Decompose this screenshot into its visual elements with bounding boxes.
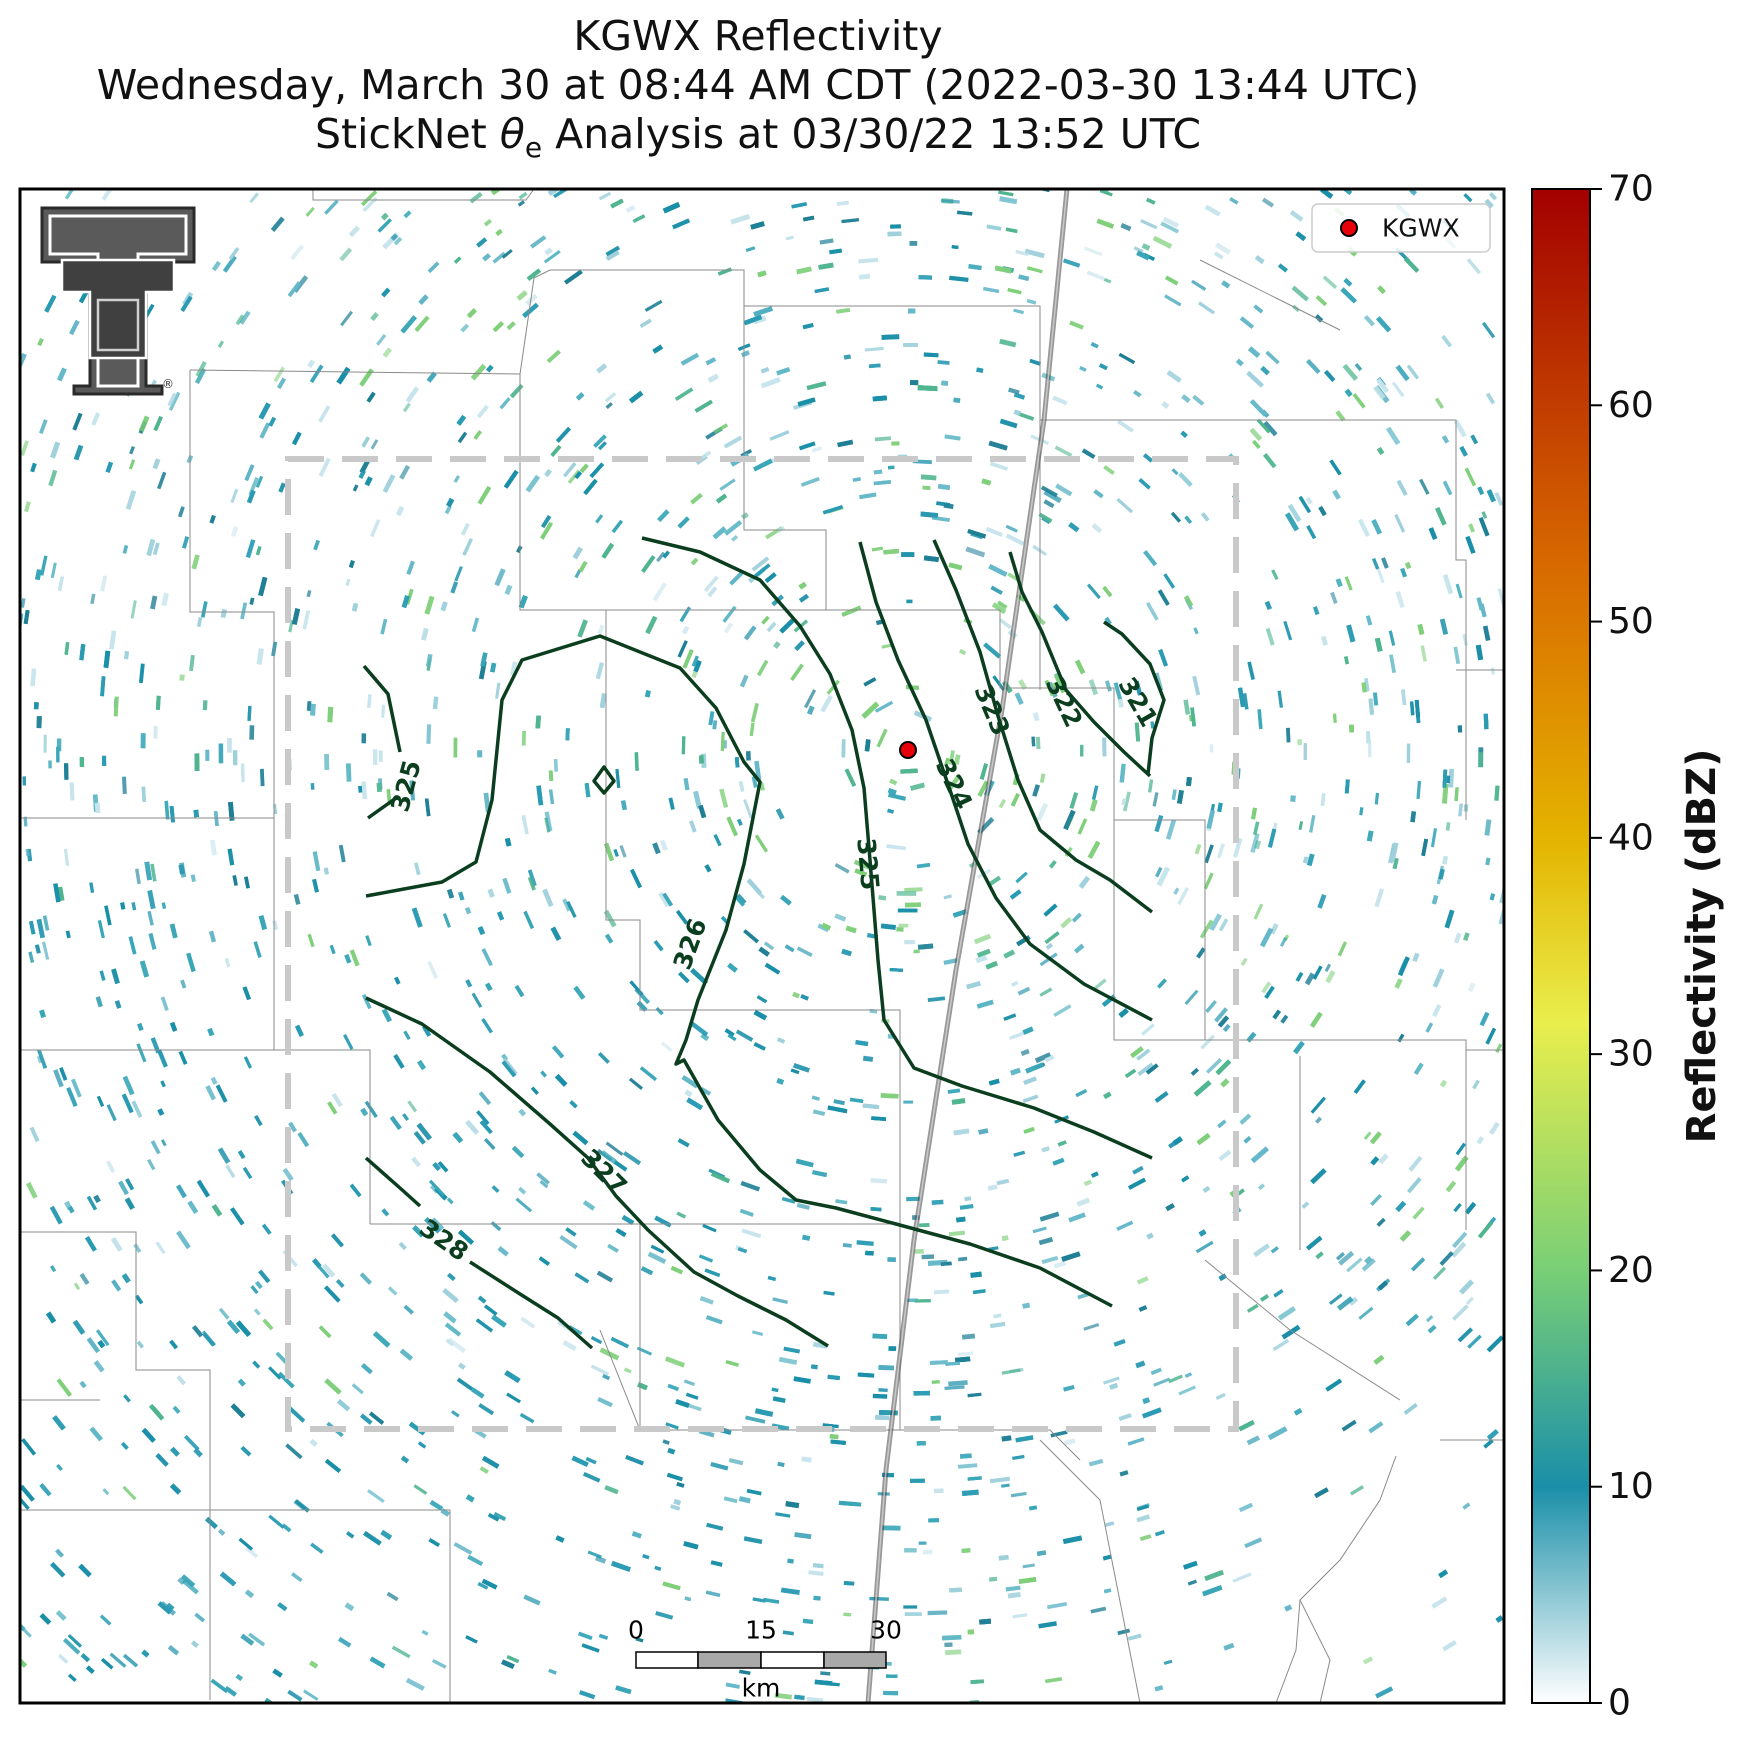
theta-e-contours (362, 536, 1166, 1350)
contour-326 (365, 634, 1113, 1308)
colorbar-tick-label: 30 (1608, 1034, 1654, 1075)
contour-324 (858, 541, 1153, 1022)
county-boundaries (20, 189, 1504, 1703)
title-line-1: KGWX Reflectivity (573, 12, 943, 60)
contour-327 (365, 996, 829, 1348)
map-panel[interactable]: 321 322 323 324 325 325 326 327 328 ® KG… (16, 183, 1507, 1706)
colorbar-tick-label: 10 (1608, 1466, 1654, 1507)
reflectivity-echoes (20, 189, 1504, 1703)
colorbar: 0 10 20 30 40 50 60 70 Reflectivity (dBZ) (1531, 169, 1725, 1724)
legend: KGWX (1311, 203, 1491, 253)
colorbar-tick-label: 60 (1608, 385, 1654, 426)
contour-321 (1103, 620, 1166, 775)
map-frame (18, 187, 1506, 1705)
colorbar-tick-label: 20 (1608, 1250, 1654, 1291)
contour-325-east (641, 536, 1153, 1160)
scale-unit: km (742, 1674, 781, 1703)
title-line-2: Wednesday, March 30 at 08:44 AM CDT (202… (96, 61, 1420, 109)
contour-325-wlow (366, 796, 398, 820)
map-title: KGWX Reflectivity Wednesday, March 30 at… (0, 12, 1516, 172)
scale-tick-label: 30 (870, 1616, 902, 1645)
analysis-domain-box (285, 456, 1239, 1432)
contour-323 (932, 539, 1154, 914)
texas-tech-logo: ® (40, 206, 196, 396)
colorbar-tick-label: 70 (1608, 169, 1654, 210)
contour-328-b (469, 1260, 594, 1350)
title-line-3: StickNet θe Analysis at 03/30/22 13:52 U… (315, 110, 1201, 165)
scale-tick-label: 15 (745, 1616, 777, 1645)
colorbar-label: Reflectivity (dBZ) (1679, 749, 1725, 1144)
scale-tick-label: 0 (628, 1616, 644, 1645)
colorbar-tick-label: 40 (1608, 817, 1654, 858)
contour-322 (1008, 551, 1152, 778)
contour-328 (364, 1156, 422, 1208)
colorbar-gradient (1531, 188, 1591, 1704)
scale-bar: 0 15 30 km (628, 1616, 902, 1703)
kgwx-station-marker[interactable] (899, 741, 917, 759)
highway-line (865, 189, 1070, 1703)
contour-label: 325 (851, 837, 884, 892)
legend-station-label: KGWX (1382, 214, 1460, 243)
colorbar-tick-label: 0 (1608, 1683, 1631, 1724)
legend-station-icon (1340, 219, 1358, 237)
contour-325-west (362, 664, 402, 753)
registered-mark: ® (162, 377, 174, 391)
colorbar-tick-label: 50 (1608, 601, 1654, 642)
contour-closed-small (592, 765, 616, 795)
